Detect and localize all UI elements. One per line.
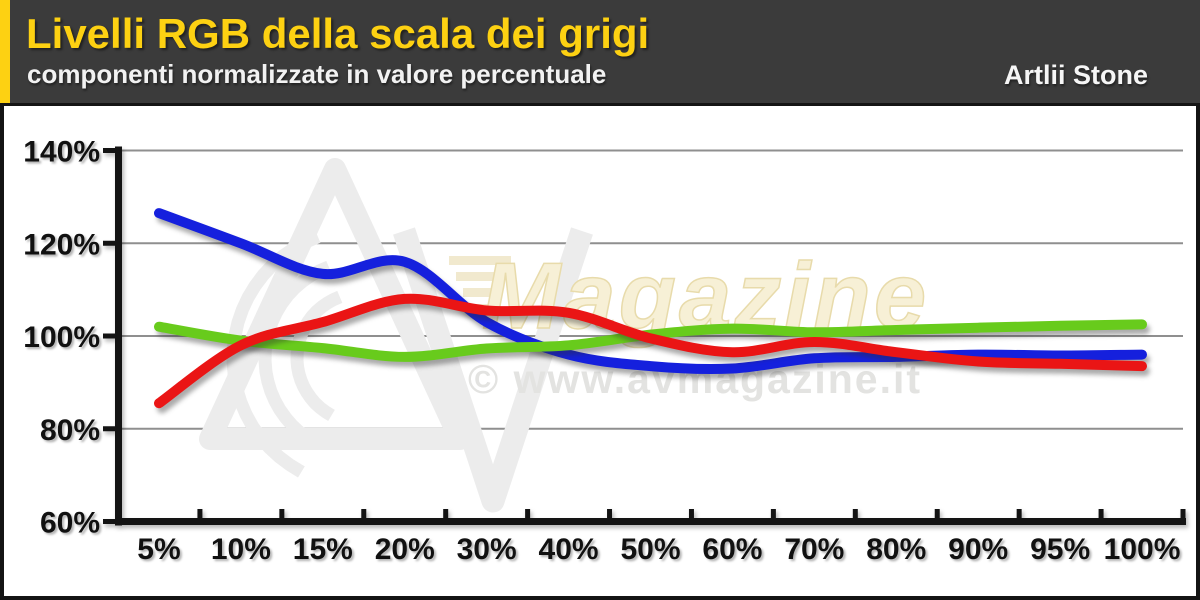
y-axis-tick-label: 60% bbox=[40, 507, 100, 540]
x-axis-tick-label: 50% bbox=[620, 533, 680, 566]
watermark-url-text: © www.avmagazine.it bbox=[468, 356, 922, 402]
page-subtitle: componenti normalizzate in valore percen… bbox=[27, 59, 607, 89]
y-axis-tick-label: 120% bbox=[23, 228, 100, 261]
y-axis-tick-label: 100% bbox=[23, 321, 100, 354]
y-axis-tick-label: 140% bbox=[23, 136, 100, 169]
x-axis-tick-label: 15% bbox=[293, 533, 353, 566]
series-line-blue-channel bbox=[154, 208, 1147, 375]
x-axis-tick-label: 80% bbox=[866, 533, 926, 566]
x-axis-tick-label: 90% bbox=[948, 533, 1008, 566]
axes bbox=[103, 146, 1186, 526]
accent-bar bbox=[0, 0, 10, 103]
x-axis-tick-label: 60% bbox=[702, 533, 762, 566]
chart-panel: Magazine © www.avmagazine.it 140% 120% 100% 8… bbox=[0, 103, 1200, 600]
axis-labels: 140% 120% 100% 80% 60% 5% 10% 15% 20% 30% 40% 50% 60… bbox=[23, 136, 1180, 567]
x-axis-tick-label: 30% bbox=[457, 533, 517, 566]
x-axis-tick-label: 40% bbox=[539, 533, 599, 566]
x-axis-tick-label: 70% bbox=[784, 533, 844, 566]
rgb-levels-line-chart: Magazine© www.avmagazine.it140%120%100%8… bbox=[23, 136, 1186, 567]
source-label: Artlii Stone bbox=[1003, 60, 1148, 90]
series-line-red-channel bbox=[154, 293, 1147, 409]
x-axis-tick-label: 5% bbox=[137, 533, 180, 566]
y-axis-tick-label: 80% bbox=[40, 414, 100, 447]
x-axis-tick-label: 10% bbox=[211, 533, 271, 566]
header: Livelli RGB della scala dei grigi compon… bbox=[0, 0, 1200, 103]
x-axis-tick-label: 100% bbox=[1104, 533, 1181, 566]
x-axis-tick-label: 20% bbox=[375, 533, 435, 566]
x-axis-tick-label: 95% bbox=[1030, 533, 1090, 566]
page-title: Livelli RGB della scala dei grigi bbox=[26, 10, 650, 57]
